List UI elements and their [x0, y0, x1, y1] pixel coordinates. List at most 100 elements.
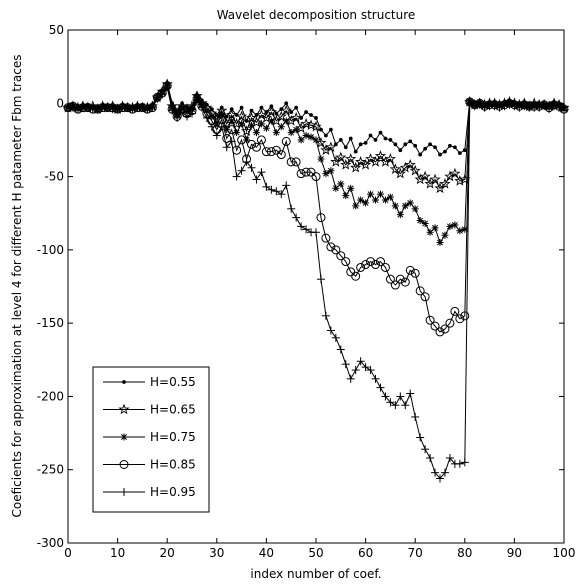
data-point [192, 96, 201, 105]
y-tick-label: 50 [49, 23, 64, 37]
legend-label: H=0.95 [150, 485, 196, 499]
data-point [374, 150, 387, 161]
legend-entry: H=0.75 [103, 430, 196, 444]
data-point [332, 184, 340, 192]
data-point [411, 205, 419, 213]
data-point [83, 103, 92, 112]
data-point [384, 153, 397, 164]
data-point [266, 147, 276, 157]
data-point [410, 268, 420, 278]
data-point [255, 109, 268, 120]
data-point [128, 105, 137, 114]
data-point [550, 102, 559, 111]
data-point [248, 121, 256, 129]
data-point [289, 110, 294, 114]
data-point [389, 163, 401, 175]
data-point [348, 136, 353, 141]
data-point [314, 116, 318, 120]
data-point [331, 333, 340, 342]
data-point [545, 105, 554, 114]
data-point [73, 105, 82, 114]
data-point [316, 275, 325, 284]
data-point [274, 111, 279, 116]
data-point [540, 102, 549, 111]
data-point [433, 145, 437, 150]
data-point [380, 262, 390, 272]
data-point [446, 222, 454, 230]
data-point [515, 103, 524, 112]
data-point [262, 124, 270, 132]
data-point [316, 213, 326, 223]
data-point [188, 109, 196, 118]
data-point [505, 100, 514, 109]
data-point [460, 458, 469, 467]
data-point [394, 167, 406, 179]
data-point [238, 120, 246, 128]
x-tick-label: 0 [64, 546, 72, 560]
data-point [351, 366, 360, 375]
data-point [297, 136, 305, 144]
data-point [367, 190, 375, 198]
data-point [535, 103, 544, 112]
data-point [338, 138, 343, 142]
data-point [227, 125, 237, 135]
x-tick-label: 40 [259, 546, 274, 560]
chart-title: Wavelet decomposition structure [217, 8, 416, 22]
data-point [302, 225, 311, 234]
legend-label: H=0.85 [150, 458, 196, 472]
y-tick-label: -100 [37, 243, 64, 257]
data-point [401, 202, 409, 210]
data-point [359, 158, 372, 170]
data-point [376, 190, 384, 198]
data-point [158, 90, 167, 99]
data-point [346, 267, 356, 277]
y-axis-label: Coeficients for approximation at level 4… [10, 55, 24, 518]
data-point [381, 196, 389, 204]
data-point [352, 202, 360, 210]
data-point [148, 103, 157, 112]
data-point [322, 170, 330, 178]
legend-label: H=0.55 [150, 375, 196, 389]
data-point [247, 163, 256, 172]
data-point [369, 155, 382, 167]
data-point [408, 139, 413, 144]
data-point [306, 167, 316, 177]
data-point [257, 168, 266, 177]
data-point [451, 221, 459, 229]
y-tick-label: 0 [56, 96, 64, 110]
legend-marker [120, 488, 128, 496]
x-axis: 0 10 20 30 40 50 60 70 80 90 100 [64, 30, 575, 560]
data-point [420, 292, 430, 302]
data-point [396, 211, 404, 219]
data-point [302, 132, 310, 140]
data-point [294, 105, 299, 110]
data-point [455, 459, 464, 468]
data-point [396, 392, 405, 401]
data-point [326, 242, 336, 252]
data-point [393, 142, 398, 147]
data-point [361, 260, 371, 270]
data-point [386, 398, 395, 407]
data-point [346, 374, 355, 383]
data-point [341, 360, 350, 369]
data-point [368, 133, 373, 138]
data-point [364, 153, 377, 164]
data-point [555, 103, 564, 112]
data-point [178, 108, 187, 117]
data-point [445, 453, 454, 462]
data-point [456, 227, 464, 235]
x-tick-label: 90 [507, 546, 522, 560]
series-H=0.95 [64, 83, 568, 483]
legend-entry: H=0.65 [103, 403, 196, 417]
data-point [222, 133, 232, 143]
x-tick-label: 50 [308, 546, 323, 560]
data-point [430, 321, 440, 331]
data-point [103, 103, 112, 112]
y-tick-label: -200 [37, 389, 64, 403]
data-point [312, 136, 320, 144]
data-point [363, 140, 368, 145]
data-point [227, 137, 236, 146]
data-point [426, 453, 435, 462]
data-point [244, 118, 249, 123]
